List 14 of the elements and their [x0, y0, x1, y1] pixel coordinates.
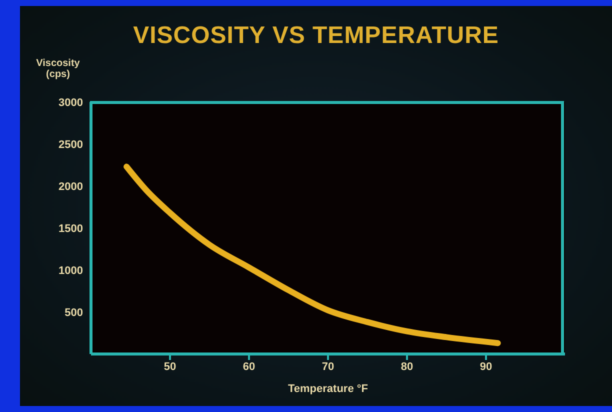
x-tick-label: 90 [480, 360, 492, 373]
y-tick-label: 500 [64, 306, 83, 319]
x-tick-label: 50 [164, 360, 176, 373]
chart-title: VISCOSITY VS TEMPERATURE [132, 22, 500, 50]
x-tick-label: 80 [400, 360, 414, 373]
y-tick-label: 1500 [58, 222, 83, 235]
y-tick-label: 3000 [58, 96, 83, 109]
y-axis-title: Viscosity (cps) [35, 58, 81, 80]
x-tick-label: 60 [242, 360, 256, 373]
x-tick-label: 70 [322, 360, 334, 373]
x-axis-title: Temperature °F [288, 383, 368, 395]
y-tick-label: 2000 [58, 180, 83, 193]
y-tick-label: 2500 [58, 138, 83, 151]
y-tick-label: 1000 [58, 264, 83, 277]
